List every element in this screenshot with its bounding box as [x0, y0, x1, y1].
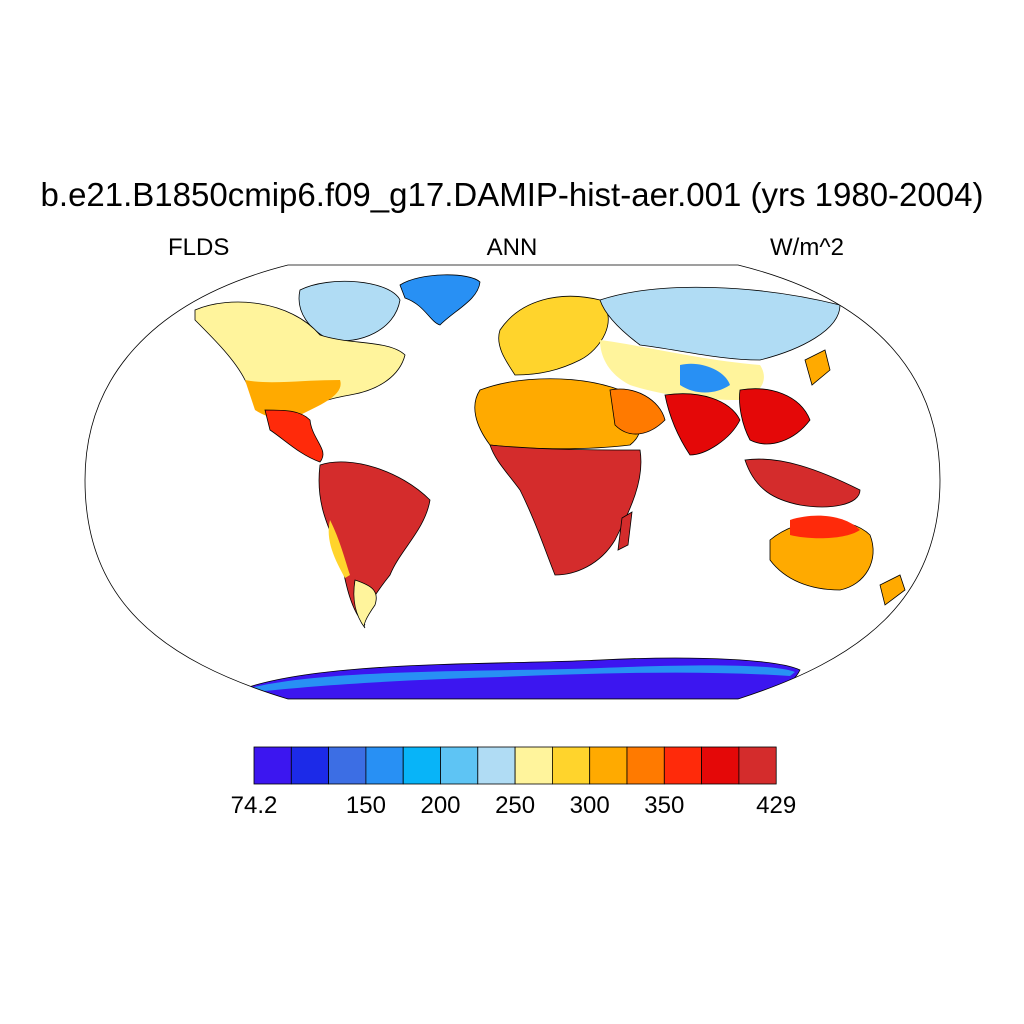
colorbar-box	[514, 746, 553, 785]
region-central-america	[264, 409, 324, 463]
colorbar-tick-label: 74.2	[230, 792, 278, 819]
globe-outline	[84, 264, 941, 700]
colorbar-box	[365, 746, 404, 785]
colorbar-box	[402, 746, 441, 785]
colorbar-tick-label: 350	[644, 792, 685, 819]
region-arabia	[609, 388, 666, 435]
region-sahara	[474, 378, 642, 450]
region-tibet	[680, 363, 730, 393]
colorbar-box	[440, 746, 479, 785]
colorbar-tick-label: 150	[345, 792, 386, 819]
region-madagascar	[617, 511, 633, 551]
colorbar-box	[589, 746, 628, 785]
colorbar-box	[552, 746, 591, 785]
colorbar-tick-label: 300	[569, 792, 610, 819]
region-indonesia	[744, 458, 861, 508]
colorbar-box	[477, 746, 516, 785]
region-andes	[328, 520, 350, 578]
region-antarctica-edge	[250, 665, 795, 692]
region-north-america-south	[245, 380, 341, 419]
region-patagonia	[353, 579, 377, 629]
region-australia-north	[790, 515, 860, 539]
variable-label: FLDS	[168, 234, 230, 261]
units-label: W/m^2	[770, 234, 844, 261]
colorbar-box	[626, 746, 665, 785]
colorbar-box	[663, 746, 702, 785]
region-canadian-arctic	[298, 280, 401, 342]
colorbar	[253, 746, 777, 785]
plot-title: b.e21.B1850cmip6.f09_g17.DAMIP-hist-aer.…	[40, 176, 984, 213]
colorbar-box	[738, 746, 777, 785]
season-label: ANN	[486, 234, 538, 261]
region-siberia	[599, 286, 841, 361]
colorbar-box	[290, 746, 329, 785]
colorbar-tick-label: 429	[756, 792, 797, 819]
region-north-america	[194, 301, 406, 416]
colorbar-tick-label: 200	[420, 792, 461, 819]
colorbar-box	[701, 746, 740, 785]
region-europe	[498, 295, 609, 376]
region-se-asia	[739, 388, 811, 445]
region-india	[664, 393, 741, 456]
colorbar-box	[253, 746, 292, 785]
colorbar-box	[328, 746, 367, 785]
region-new-zealand	[879, 574, 906, 606]
region-greenland	[399, 274, 481, 326]
region-japan	[804, 349, 831, 386]
region-central-africa	[489, 444, 642, 576]
colorbar-tick-label: 250	[495, 792, 536, 819]
